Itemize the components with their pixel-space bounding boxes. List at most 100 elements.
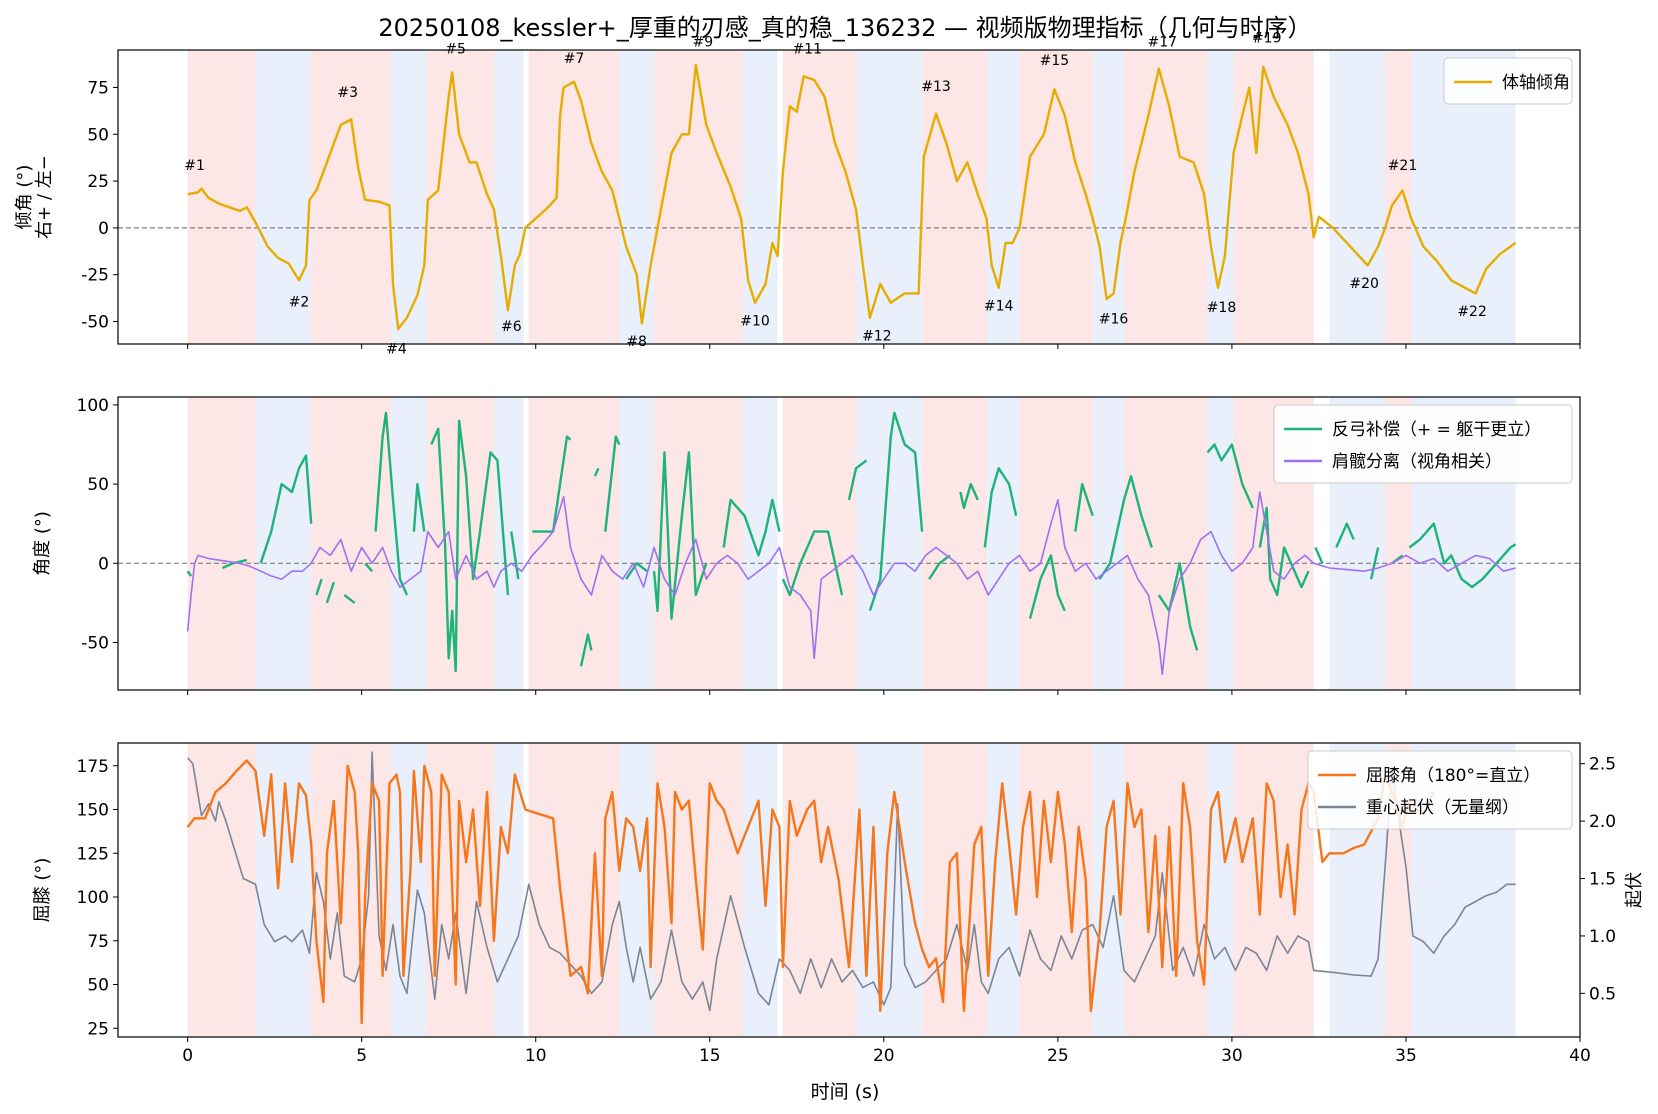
turn-band-left xyxy=(391,50,427,344)
x-tick-label: 40 xyxy=(1569,1046,1591,1066)
series-line-counter-segment xyxy=(959,482,979,510)
series-line-counter-segment xyxy=(374,411,409,596)
legend-box xyxy=(1307,750,1573,830)
x-tick-label: 15 xyxy=(699,1046,721,1066)
x-tick-label: 25 xyxy=(1047,1046,1069,1066)
y-tick-label: -25 xyxy=(81,266,109,286)
y-axis-label: 角度 (°) xyxy=(32,511,53,576)
y-tick-label: -50 xyxy=(81,313,109,333)
series-line-counter-segment xyxy=(1258,506,1310,597)
series-line-counter-segment xyxy=(343,594,356,604)
series-line-counter-segment xyxy=(532,435,572,533)
plot-frame xyxy=(117,49,1581,345)
turn-band-right xyxy=(1019,397,1093,690)
turn-band-left xyxy=(1329,50,1386,344)
y-tick-label: 150 xyxy=(77,801,109,821)
y-tick-label: 175 xyxy=(77,757,109,777)
turn-band-right xyxy=(426,397,494,690)
turn-band-right xyxy=(654,50,743,344)
series-line-counter-segment xyxy=(430,419,510,673)
y-tick-label: 50 xyxy=(87,125,109,145)
legend-box xyxy=(1273,404,1573,484)
series-line-counter-segment xyxy=(722,498,781,557)
y-tick-label: 25 xyxy=(87,1019,109,1039)
turn-band-right xyxy=(922,50,987,344)
turn-annotation: #3 xyxy=(337,85,358,101)
turn-annotation: #7 xyxy=(564,51,585,67)
turn-band-left xyxy=(619,397,655,690)
series-line-com xyxy=(187,751,1516,1012)
series-line-counter-segment xyxy=(364,562,373,572)
plot-frame xyxy=(117,742,1581,1038)
turn-band-left xyxy=(493,50,524,344)
series-layer xyxy=(186,751,1516,1025)
y2-tick-label: 1.5 xyxy=(1589,870,1616,890)
y-tick-label: 25 xyxy=(87,172,109,192)
turn-band-left xyxy=(742,743,778,1037)
turn-band-left xyxy=(619,50,655,344)
y-tick-label: 50 xyxy=(87,976,109,996)
legend: 体轴倾角 xyxy=(1443,57,1573,105)
turn-annotation: #4 xyxy=(386,341,407,357)
x-tick-label: 20 xyxy=(873,1046,895,1066)
turn-band-left xyxy=(855,397,923,690)
x-tick-label: 5 xyxy=(356,1046,367,1066)
series-line-counter-segment xyxy=(625,562,648,580)
turn-annotation: #9 xyxy=(692,34,713,50)
series-line-counter-segment xyxy=(315,578,323,596)
series-line-counter-segment xyxy=(847,459,868,501)
turn-annotation: #15 xyxy=(1040,53,1070,69)
turn-band-left xyxy=(255,397,312,690)
turn-band-right xyxy=(1019,50,1093,344)
y2-tick-label: 2.0 xyxy=(1589,812,1616,832)
turn-annotation: #14 xyxy=(984,298,1014,314)
series-layer xyxy=(186,411,1517,675)
turn-band-right xyxy=(654,743,743,1037)
turn-annotation: #2 xyxy=(289,295,310,311)
legend-label: 重心起伏（无量纲） xyxy=(1366,798,1519,818)
series-line-counter-segment xyxy=(1335,522,1355,548)
legend: 屈膝角（180°=直立） 重心起伏（无量纲） xyxy=(1307,750,1573,830)
series-line-knee xyxy=(186,759,1435,1025)
turn-band-right xyxy=(782,50,856,344)
series-line-counter-segment xyxy=(928,554,951,580)
turn-band-right xyxy=(528,50,620,344)
turn-band-right xyxy=(1123,50,1208,344)
series-line-counter-segment xyxy=(652,451,708,620)
turn-band-left xyxy=(855,743,923,1037)
y-tick-label: 75 xyxy=(87,932,109,952)
turn-band-left xyxy=(1092,50,1124,344)
series-line-counter-segment xyxy=(983,467,1018,548)
series-line-counter-segment xyxy=(593,467,600,477)
y-axis-label: 倾角 (°) xyxy=(14,165,35,230)
legend: 反弓补偿（+ = 躯干更立） 肩髋分离（视角相关） xyxy=(1273,404,1573,484)
series-line-counter-segment xyxy=(1408,522,1517,589)
turn-band-right xyxy=(922,397,987,690)
legend-label: 体轴倾角 xyxy=(1502,73,1570,93)
turn-band-left xyxy=(493,743,524,1037)
turn-annotation: #8 xyxy=(626,334,647,350)
series-line-counter-segment xyxy=(1028,554,1066,620)
y-tick-label: 0 xyxy=(98,219,109,239)
series-line-counter-segment xyxy=(1369,547,1380,580)
turn-annotation: #17 xyxy=(1148,34,1178,50)
turn-band-left xyxy=(1092,397,1124,690)
turn-annotation: #12 xyxy=(862,328,892,344)
turn-band-left xyxy=(742,397,778,690)
series-line-shoulder xyxy=(186,491,1516,675)
turn-band-right xyxy=(782,397,856,690)
legend-label: 反弓补偿（+ = 躯干更立） xyxy=(1332,420,1541,440)
y2-tick-label: 1.0 xyxy=(1589,927,1616,947)
series-line-counter-segment xyxy=(221,558,248,570)
series-line-counter-segment xyxy=(604,435,621,532)
turn-band-right xyxy=(187,50,256,344)
turn-band-left xyxy=(986,50,1020,344)
y-axis-label: 右+ / 左− xyxy=(34,155,55,239)
turn-band-right xyxy=(922,743,987,1037)
turn-band-right xyxy=(1019,743,1093,1037)
y2-tick-label: 2.5 xyxy=(1589,755,1616,775)
y-tick-label: 0 xyxy=(98,554,109,574)
x-tick-label: 35 xyxy=(1395,1046,1417,1066)
series-line-counter-segment xyxy=(186,570,193,577)
